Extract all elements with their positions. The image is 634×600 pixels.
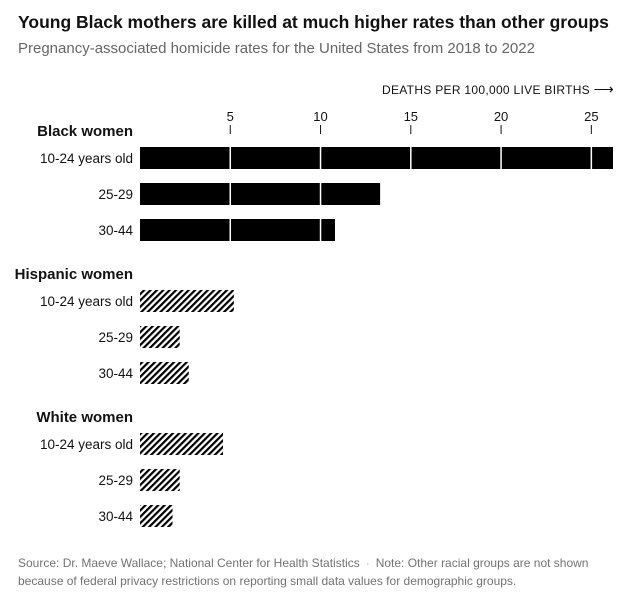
chart-title: Young Black mothers are killed at much h… <box>18 12 609 32</box>
bar <box>140 433 224 455</box>
group-label: Hispanic women <box>15 266 133 283</box>
axis-label: DEATHS PER 100,000 LIVE BIRTHS ⟶ <box>382 81 614 97</box>
chart-subtitle: Pregnancy-associated homicide rates for … <box>18 40 535 57</box>
bar <box>140 219 335 241</box>
bar-category-label: 25-29 <box>98 187 133 202</box>
bar-category-label: 30-44 <box>98 509 133 524</box>
bar <box>140 147 613 169</box>
separator-dot: · <box>365 556 370 570</box>
bar <box>140 183 381 205</box>
bar-chart: DEATHS PER 100,000 LIVE BIRTHS ⟶ 5 10 15 20… <box>15 81 614 527</box>
source-text: Source: Dr. Maeve Wallace; National Cent… <box>18 556 360 570</box>
x-tick-label: 25 <box>584 109 598 124</box>
bar-category-label: 10-24 years old <box>40 151 133 166</box>
x-tick-label: 15 <box>404 109 418 124</box>
source-note: Source: Dr. Maeve Wallace; National Cent… <box>18 554 618 590</box>
bar <box>140 326 180 348</box>
note-text: Note: Other racial groups are not shown … <box>18 556 589 588</box>
bar-category-label: 25-29 <box>98 330 133 345</box>
bar-category-label: 10-24 years old <box>40 437 133 452</box>
x-tick-label: 10 <box>313 109 327 124</box>
x-tick-label: 20 <box>494 109 508 124</box>
bar-category-label: 30-44 <box>98 366 133 381</box>
bar <box>140 469 180 491</box>
bar-category-label: 30-44 <box>98 223 133 238</box>
bar <box>140 290 234 312</box>
arrow-right-icon: ⟶ <box>594 81 614 97</box>
x-tick-label: 5 <box>227 109 234 124</box>
group-label: Black women <box>37 123 133 140</box>
x-axis-ticks: 5 10 15 20 25 <box>227 109 599 134</box>
bar-category-label: 25-29 <box>98 473 133 488</box>
bar <box>140 505 173 527</box>
group-label: White women <box>36 409 133 426</box>
bar <box>140 362 189 384</box>
bar-category-label: 10-24 years old <box>40 294 133 309</box>
bar-gridlines <box>229 147 593 241</box>
bar-groups: Black women 10-24 years old 25-29 30-44 Hisp… <box>15 123 613 527</box>
axis-label-text: DEATHS PER 100,000 LIVE BIRTHS <box>382 83 590 97</box>
